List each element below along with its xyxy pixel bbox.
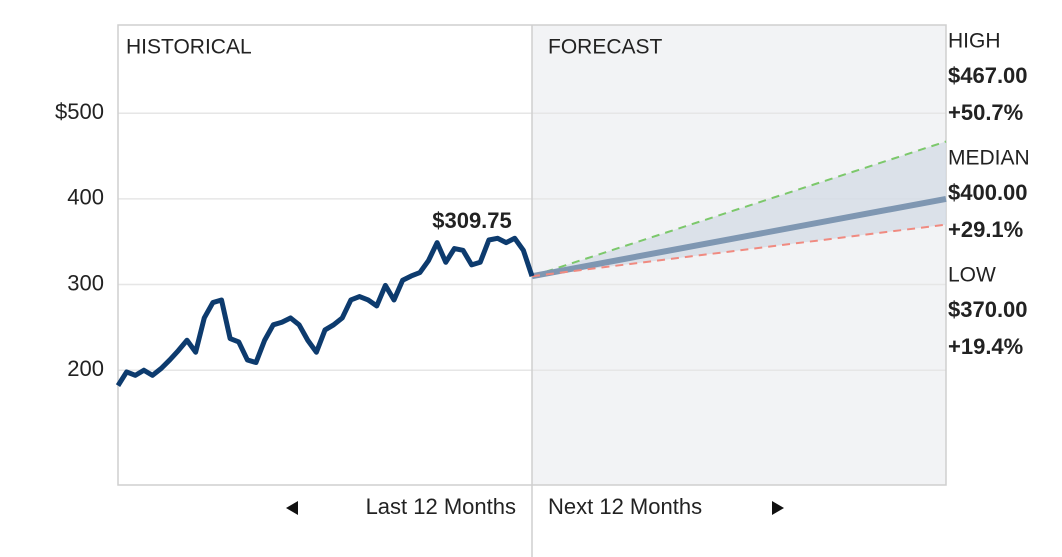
section-label: HISTORICAL — [126, 36, 252, 59]
forecast-value: $370.00 — [948, 297, 1028, 322]
x-label: Last 12 Months — [366, 494, 516, 519]
price-label: $309.75 — [432, 208, 512, 233]
forecast-name: HIGH — [948, 30, 1001, 53]
forecast-name: LOW — [948, 264, 996, 287]
y-tick-label: 400 — [67, 185, 104, 210]
x-label: Next 12 Months — [548, 494, 702, 519]
forecast-change: +19.4% — [948, 334, 1023, 359]
forecast-value: $400.00 — [948, 180, 1028, 205]
forecast-line — [531, 140, 947, 278]
right-arrow — [772, 501, 784, 515]
left-arrow — [286, 501, 298, 515]
forecast-value: $467.00 — [948, 63, 1028, 88]
y-tick-label: 200 — [67, 356, 104, 381]
history-line — [115, 235, 535, 387]
section-label: FORECAST — [548, 36, 663, 59]
y-tick-label: 300 — [67, 270, 104, 295]
forecast-change: +29.1% — [948, 217, 1023, 242]
forecast-line — [531, 195, 947, 280]
forecast-background — [532, 25, 946, 485]
forecast-change: +50.7% — [948, 100, 1023, 125]
forecast-name: MEDIAN — [948, 147, 1030, 170]
y-tick-label: $500 — [55, 99, 104, 124]
